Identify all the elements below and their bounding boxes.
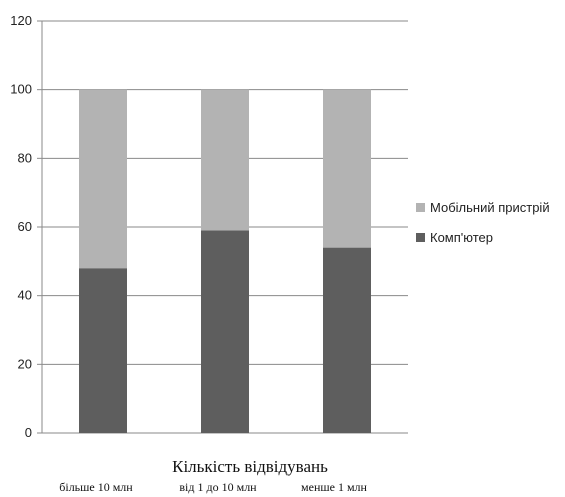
y-tick-label: 80: [18, 150, 32, 165]
bar-computer-2: [323, 247, 371, 433]
y-tick-label: 120: [10, 13, 32, 28]
y-tick-label: 0: [25, 425, 32, 440]
y-tick-label: 20: [18, 356, 32, 371]
y-tick-label: 100: [10, 82, 32, 97]
bar-computer-1: [201, 230, 249, 433]
legend: Мобільний пристрій Комп'ютер: [416, 200, 550, 245]
y-tick-label: 60: [18, 219, 32, 234]
bar-computer-0: [79, 268, 127, 433]
category-label: більше 10 млн: [59, 480, 133, 494]
legend-swatch: [416, 233, 425, 242]
bars: [79, 89, 371, 433]
category-label: від 1 до 10 млн: [179, 480, 257, 494]
legend-label: Мобільний пристрій: [430, 200, 550, 215]
bar-mobile-0: [79, 89, 127, 269]
y-axis-ticks: 0 20 40 60 80 100 120: [10, 13, 42, 440]
bar-mobile-1: [201, 89, 249, 231]
legend-swatch: [416, 203, 425, 212]
category-labels: більше 10 млн від 1 до 10 млн менше 1 млн: [59, 480, 367, 494]
legend-label: Комп'ютер: [430, 230, 493, 245]
bar-mobile-2: [323, 89, 371, 248]
y-tick-label: 40: [18, 288, 32, 303]
category-label: менше 1 млн: [301, 480, 367, 494]
x-axis-label: Кількість відвідувань: [172, 457, 328, 476]
